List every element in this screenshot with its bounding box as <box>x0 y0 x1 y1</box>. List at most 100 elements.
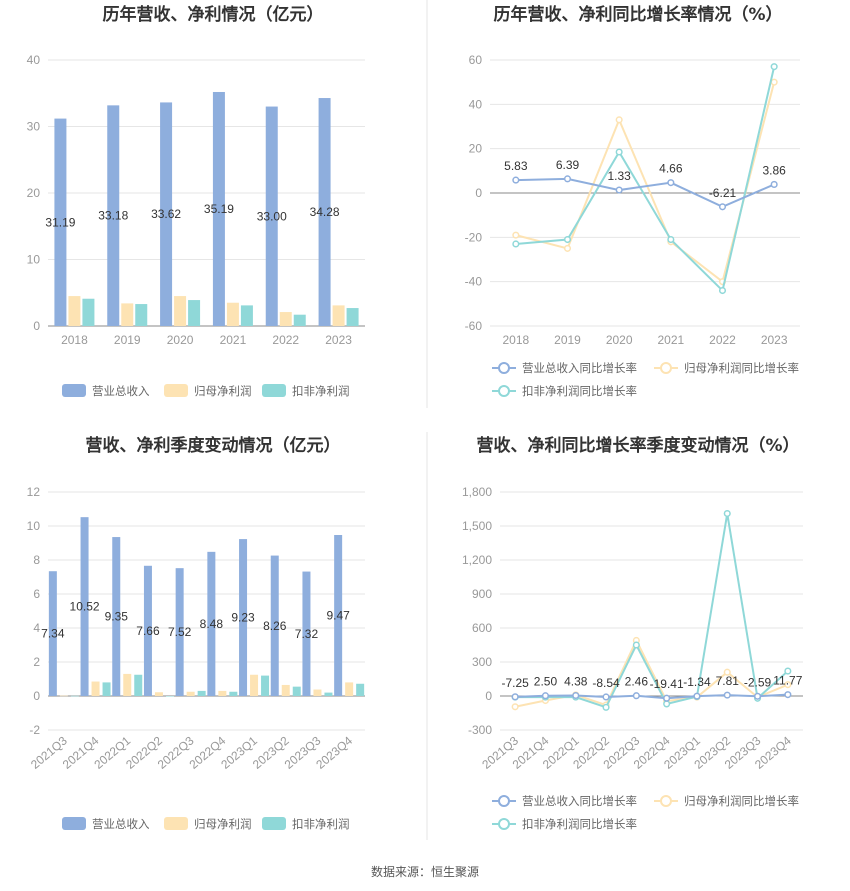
legend-item-0[interactable]: 营业总收入同比增长率 <box>492 794 637 808</box>
legend-item-1[interactable]: 归母净利润同比增长率 <box>654 361 799 375</box>
y-tick-label: 0 <box>475 186 482 200</box>
x-tick-label: 2022 <box>709 333 736 347</box>
point-data-label: 3.86 <box>762 163 786 177</box>
legend-item-0[interactable]: 营业总收入 <box>62 817 150 831</box>
bar-0-5 <box>207 551 216 696</box>
point-2-1 <box>563 236 572 244</box>
legend-label: 归母净利润 <box>194 817 252 831</box>
point-data-label: 4.38 <box>564 675 588 689</box>
y-tick-label: -60 <box>465 319 483 333</box>
point-data-label: -2.59 <box>744 675 772 689</box>
bar-1-4 <box>279 312 292 326</box>
bar-0-3 <box>143 565 152 696</box>
point-0-9 <box>784 691 792 699</box>
bar-data-label: 33.00 <box>257 209 287 223</box>
bar-0-9 <box>334 535 343 696</box>
legend-label: 扣非净利润 <box>292 384 350 398</box>
bar-1-0 <box>68 296 81 326</box>
bar-2-2 <box>188 300 201 326</box>
series-line-0 <box>515 693 788 700</box>
bar-data-label: 7.66 <box>136 624 160 638</box>
x-tick-label: 2023 <box>761 333 788 347</box>
legend-item-1[interactable]: 归母净利润同比增长率 <box>654 794 799 808</box>
legend-label: 扣非净利润同比增长率 <box>522 817 637 831</box>
bar-data-label: 9.47 <box>326 609 350 623</box>
legend-item-0[interactable]: 营业总收入 <box>62 384 150 398</box>
legend-item-2[interactable]: 扣非净利润同比增长率 <box>492 817 637 831</box>
point-0-5 <box>663 694 671 702</box>
quarterly-growth-rate-chart: 营收、净利同比增长率季度变动情况（%） -300 0 300 600 900 1,200 1,… <box>462 435 803 831</box>
bar-2-0 <box>82 298 95 326</box>
legend-label: 扣非净利润同比增长率 <box>522 384 637 398</box>
point-data-label: 1.33 <box>607 169 631 183</box>
x-tick-label: 2023Q4 <box>313 733 355 771</box>
point-0-5 <box>770 180 778 188</box>
bar-1-6 <box>250 674 259 696</box>
point-data-label: 5.83 <box>504 159 528 173</box>
y-tick-label: 600 <box>472 621 492 635</box>
point-2-0 <box>512 240 520 248</box>
legend-swatch <box>164 817 188 830</box>
bar-data-label: 7.32 <box>295 627 319 641</box>
bar-0-0 <box>54 118 67 326</box>
chart-title: 营收、净利季度变动情况（亿元） <box>86 435 341 456</box>
point-data-label: -8.54 <box>592 676 620 690</box>
bar-1-2 <box>123 673 132 696</box>
bar-2-5 <box>346 308 359 326</box>
point-0-1 <box>563 175 572 183</box>
legend-label: 归母净利润 <box>194 384 252 398</box>
point-2-4 <box>632 641 640 649</box>
legend-swatch-marker <box>660 362 672 374</box>
point-data-label: 6.39 <box>556 158 580 172</box>
legend-item-2[interactable]: 扣非净利润 <box>262 384 350 398</box>
bar-1-3 <box>154 692 163 696</box>
point-data-label: -19.41 <box>650 677 684 691</box>
bar-data-label: 9.35 <box>105 610 129 624</box>
y-tick-label: 12 <box>27 485 41 499</box>
point-2-5 <box>663 700 671 708</box>
legend-swatch-marker <box>498 385 510 397</box>
y-tick-label: 40 <box>469 97 483 111</box>
series-line-0 <box>515 177 775 208</box>
y-tick-label: 30 <box>27 120 41 134</box>
point-data-label: -7.25 <box>501 676 529 690</box>
legend-item-2[interactable]: 扣非净利润同比增长率 <box>492 384 637 398</box>
annual-revenue-profit-chart: 历年营收、净利情况（亿元） 0 10 20 30 40 2018 2019 2020 2021 20… <box>27 4 365 398</box>
bar-0-6 <box>239 539 248 696</box>
point-2-4 <box>718 286 727 295</box>
point-0-6 <box>693 692 701 700</box>
legend-label: 营业总收入 <box>92 817 150 831</box>
point-0-0 <box>512 176 520 184</box>
point-1-0 <box>511 703 519 711</box>
point-0-2 <box>615 186 623 194</box>
bar-1-8 <box>313 689 322 696</box>
x-tick-label: 2018 <box>502 333 529 347</box>
point-data-label: 11.77 <box>773 674 802 688</box>
y-tick-label: 2 <box>33 655 40 669</box>
legend-label: 营业总收入 <box>92 384 150 398</box>
point-0-0 <box>511 693 519 701</box>
point-1-0 <box>512 231 520 239</box>
legend-item-2[interactable]: 扣非净利润 <box>262 817 350 831</box>
legend-swatch <box>164 384 188 397</box>
bar-1-4 <box>186 691 195 696</box>
legend-item-1[interactable]: 归母净利润 <box>164 384 252 398</box>
legend-item-0[interactable]: 营业总收入同比增长率 <box>492 361 637 375</box>
x-tick-label: 2018 <box>61 333 88 347</box>
y-tick-label: 60 <box>469 53 483 67</box>
legend-item-1[interactable]: 归母净利润 <box>164 817 252 831</box>
x-tick-label: 2023 <box>325 333 352 347</box>
bar-0-7 <box>270 555 279 696</box>
bar-0-0 <box>48 571 57 696</box>
point-2-7 <box>723 509 731 518</box>
series-line-2 <box>515 513 789 709</box>
y-tick-label: -40 <box>465 275 483 289</box>
bar-1-2 <box>174 296 187 326</box>
y-tick-label: 900 <box>472 587 492 601</box>
y-tick-label: 0 <box>33 689 40 703</box>
y-tick-label: 40 <box>27 53 41 67</box>
point-2-9 <box>784 667 792 675</box>
x-tick-label: 2021 <box>220 333 247 347</box>
bar-0-2 <box>160 102 173 326</box>
